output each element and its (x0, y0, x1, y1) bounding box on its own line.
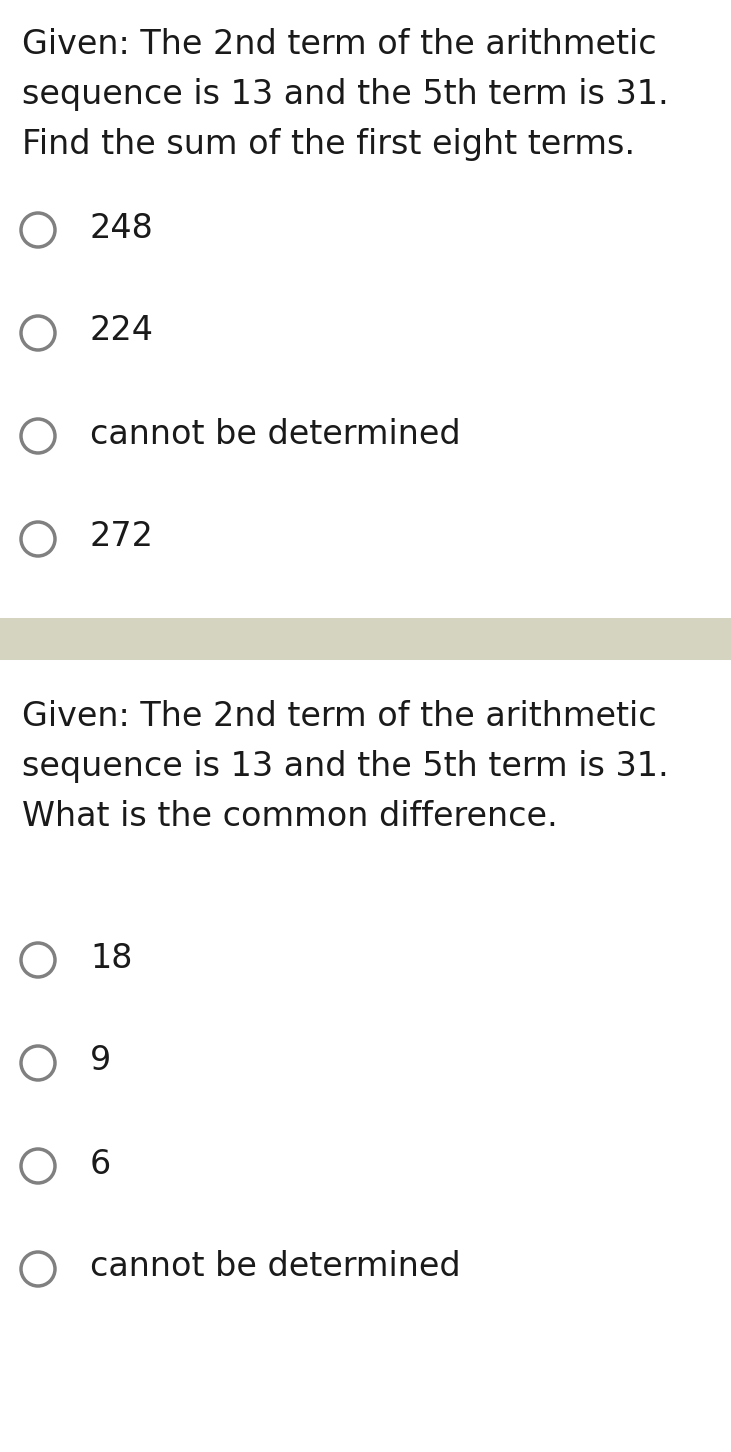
Text: sequence is 13 and the 5th term is 31.: sequence is 13 and the 5th term is 31. (22, 78, 669, 110)
Text: 18: 18 (90, 941, 132, 974)
Bar (0, 619, 731, 661)
Text: cannot be determined: cannot be determined (90, 418, 461, 450)
Text: 272: 272 (90, 520, 154, 553)
Text: 224: 224 (90, 315, 154, 347)
Text: 6: 6 (90, 1147, 111, 1180)
Text: Find the sum of the first eight terms.: Find the sum of the first eight terms. (22, 128, 635, 161)
Text: sequence is 13 and the 5th term is 31.: sequence is 13 and the 5th term is 31. (22, 751, 669, 783)
Text: Given: The 2nd term of the arithmetic: Given: The 2nd term of the arithmetic (22, 28, 656, 61)
Text: cannot be determined: cannot be determined (90, 1250, 461, 1284)
Text: 9: 9 (90, 1044, 111, 1077)
Text: Given: The 2nd term of the arithmetic: Given: The 2nd term of the arithmetic (22, 700, 656, 733)
Text: 248: 248 (90, 212, 154, 244)
Text: What is the common difference.: What is the common difference. (22, 800, 558, 833)
